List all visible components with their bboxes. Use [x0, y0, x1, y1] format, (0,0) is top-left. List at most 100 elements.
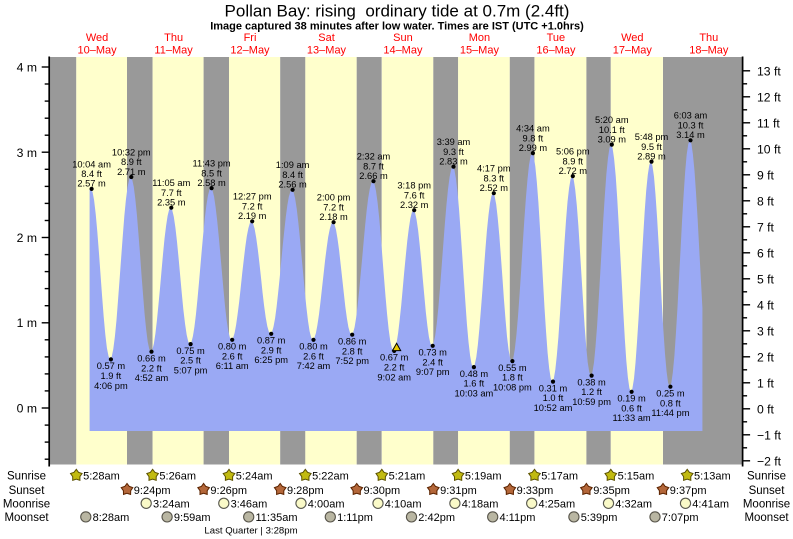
svg-text:1 m: 1 m	[17, 316, 37, 330]
svg-text:10–May: 10–May	[78, 45, 118, 57]
svg-text:Wed: Wed	[86, 32, 108, 44]
svg-text:2.71 m: 2.71 m	[117, 167, 146, 177]
svg-text:0.6 ft: 0.6 ft	[621, 403, 642, 413]
svg-text:14–May: 14–May	[383, 45, 423, 57]
svg-text:8.4 ft: 8.4 ft	[282, 170, 303, 180]
svg-text:8.3 ft: 8.3 ft	[483, 173, 504, 183]
svg-text:10:32 pm: 10:32 pm	[112, 147, 151, 157]
svg-text:0.73 m: 0.73 m	[418, 348, 447, 358]
svg-text:7.2 ft: 7.2 ft	[323, 202, 344, 212]
svg-text:11:44 pm: 11:44 pm	[651, 408, 689, 418]
svg-text:1:11pm: 1:11pm	[337, 512, 373, 524]
svg-text:5:48 pm: 5:48 pm	[635, 132, 669, 142]
svg-text:Fri: Fri	[244, 32, 257, 44]
svg-text:7:52 pm: 7:52 pm	[335, 356, 369, 366]
svg-text:9:26pm: 9:26pm	[210, 485, 247, 497]
svg-text:3:46am: 3:46am	[231, 499, 268, 511]
svg-text:15–May: 15–May	[460, 45, 500, 57]
svg-text:2.9 ft: 2.9 ft	[261, 345, 282, 355]
svg-text:Sunset: Sunset	[749, 485, 786, 497]
svg-text:8.5 ft: 8.5 ft	[201, 168, 222, 178]
svg-text:Thu: Thu	[699, 32, 718, 44]
svg-text:2.32 m: 2.32 m	[400, 200, 429, 210]
svg-text:Sunset: Sunset	[9, 485, 46, 497]
svg-text:0.57 m: 0.57 m	[97, 361, 126, 371]
svg-text:0.48 m: 0.48 m	[460, 369, 489, 379]
svg-text:3.09 m: 3.09 m	[598, 134, 627, 144]
svg-text:10:59 pm: 10:59 pm	[572, 397, 611, 407]
svg-text:11:05 am: 11:05 am	[152, 178, 190, 188]
svg-text:9:35pm: 9:35pm	[593, 485, 630, 497]
svg-text:3.14 m: 3.14 m	[676, 130, 705, 140]
svg-text:Sunrise: Sunrise	[747, 471, 786, 483]
svg-text:0.8 ft: 0.8 ft	[660, 398, 681, 408]
svg-text:2:00 pm: 2:00 pm	[317, 193, 351, 203]
svg-text:8:28am: 8:28am	[93, 512, 130, 524]
svg-text:Sunrise: Sunrise	[7, 471, 46, 483]
svg-text:0.80 m: 0.80 m	[299, 342, 328, 352]
svg-text:8.7 ft: 8.7 ft	[363, 161, 384, 171]
svg-text:3:24am: 3:24am	[153, 499, 190, 511]
svg-text:0.31 m: 0.31 m	[539, 383, 568, 393]
svg-text:4:00am: 4:00am	[308, 499, 345, 511]
svg-text:10:04 am: 10:04 am	[72, 159, 111, 169]
svg-text:5:20 am: 5:20 am	[595, 115, 629, 125]
svg-text:7:42 am: 7:42 am	[297, 361, 331, 371]
svg-text:2.2 ft: 2.2 ft	[384, 363, 405, 373]
svg-text:2.2 ft: 2.2 ft	[141, 363, 162, 373]
svg-text:11:35am: 11:35am	[256, 512, 298, 524]
svg-text:9:28pm: 9:28pm	[287, 485, 324, 497]
svg-text:5:13am: 5:13am	[694, 471, 731, 483]
svg-text:5:15am: 5:15am	[618, 471, 655, 483]
svg-text:7 ft: 7 ft	[757, 220, 775, 234]
svg-text:8.4 ft: 8.4 ft	[81, 169, 102, 179]
svg-text:Moonset: Moonset	[4, 512, 49, 524]
svg-text:−2 ft: −2 ft	[757, 454, 782, 468]
svg-text:2.89 m: 2.89 m	[637, 151, 666, 161]
svg-text:Image captured 38 minutes afte: Image captured 38 minutes after low wate…	[210, 21, 584, 33]
svg-text:0.55 m: 0.55 m	[498, 363, 527, 373]
svg-text:9:37pm: 9:37pm	[670, 485, 707, 497]
svg-text:1.8 ft: 1.8 ft	[502, 373, 523, 383]
svg-text:5:21am: 5:21am	[389, 471, 426, 483]
svg-text:6 ft: 6 ft	[757, 246, 775, 260]
svg-text:10:08 pm: 10:08 pm	[493, 383, 532, 393]
svg-text:0.75 m: 0.75 m	[176, 346, 205, 356]
svg-text:9.3 ft: 9.3 ft	[443, 147, 464, 157]
svg-text:1.2 ft: 1.2 ft	[581, 387, 602, 397]
svg-text:16–May: 16–May	[536, 45, 576, 57]
svg-text:2 ft: 2 ft	[757, 350, 775, 364]
svg-text:5:19am: 5:19am	[465, 471, 502, 483]
svg-text:2.8 ft: 2.8 ft	[342, 346, 363, 356]
svg-text:4:10am: 4:10am	[385, 499, 422, 511]
svg-text:5:22am: 5:22am	[312, 471, 349, 483]
svg-text:2.4 ft: 2.4 ft	[422, 357, 443, 367]
svg-text:−1 ft: −1 ft	[757, 428, 782, 442]
svg-text:5 ft: 5 ft	[757, 272, 775, 286]
svg-text:2.19 m: 2.19 m	[238, 211, 267, 221]
svg-text:9.5 ft: 9.5 ft	[641, 142, 662, 152]
svg-text:7.6 ft: 7.6 ft	[404, 190, 425, 200]
svg-text:4:17 pm: 4:17 pm	[477, 164, 511, 174]
svg-text:2.56 m: 2.56 m	[278, 180, 307, 190]
svg-text:6:11 am: 6:11 am	[216, 361, 249, 371]
svg-text:2 m: 2 m	[17, 231, 37, 245]
svg-text:8 ft: 8 ft	[757, 194, 775, 208]
svg-text:10:03 am: 10:03 am	[455, 389, 494, 399]
svg-text:4 ft: 4 ft	[757, 298, 775, 312]
svg-text:2.52 m: 2.52 m	[480, 183, 509, 193]
svg-text:9:24pm: 9:24pm	[134, 485, 171, 497]
svg-text:10:52 am: 10:52 am	[534, 403, 573, 413]
svg-text:4:34 am: 4:34 am	[516, 124, 550, 134]
svg-text:5:39pm: 5:39pm	[581, 512, 618, 524]
svg-text:1:09 am: 1:09 am	[276, 160, 310, 170]
svg-text:7:07pm: 7:07pm	[662, 512, 699, 524]
svg-text:5:24am: 5:24am	[236, 471, 273, 483]
svg-text:9:31pm: 9:31pm	[440, 485, 477, 497]
svg-text:3 ft: 3 ft	[757, 324, 775, 338]
svg-text:0.19 m: 0.19 m	[617, 394, 646, 404]
svg-text:0.87 m: 0.87 m	[257, 336, 286, 346]
svg-text:0.66 m: 0.66 m	[137, 354, 166, 364]
svg-text:3:18 pm: 3:18 pm	[397, 181, 431, 191]
svg-text:3:39 am: 3:39 am	[437, 137, 471, 147]
